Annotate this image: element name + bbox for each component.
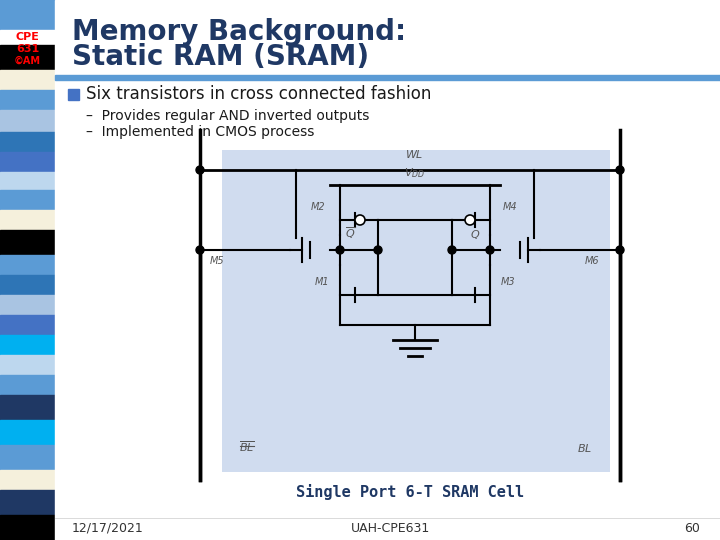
Text: M2: M2 [311,202,325,212]
Bar [0,315,55,335]
Text: Six transistors in cross connected fashion: Six transistors in cross connected fashi… [86,85,431,103]
Bar [0,375,55,395]
Bar [0,132,55,152]
Bar [0,30,55,45]
Text: M6: M6 [585,256,600,266]
Text: CPE: CPE [16,32,40,42]
Circle shape [448,246,456,254]
Text: M1: M1 [315,277,329,287]
Text: WL: WL [406,150,423,160]
Text: 60: 60 [684,522,700,535]
Text: –  Implemented in CMOS process: – Implemented in CMOS process [86,125,315,139]
Bar [0,490,55,515]
Bar [0,210,55,230]
Text: $V_{DD}$: $V_{DD}$ [405,166,426,180]
Circle shape [616,246,624,254]
Bar [0,420,55,445]
Bar [0,255,55,275]
Text: –  Provides regular AND inverted outputs: – Provides regular AND inverted outputs [86,109,369,123]
Text: M3: M3 [500,277,516,287]
Circle shape [465,215,475,225]
Bar [68,89,79,100]
Bar [55,75,720,80]
Circle shape [336,246,344,254]
Bar [0,70,55,90]
Text: ©AM: ©AM [14,56,41,66]
Bar [0,445,55,470]
Bar [0,90,55,110]
Bar [222,150,610,472]
Bar [0,0,55,30]
Text: $\overline{BL}$: $\overline{BL}$ [239,440,255,454]
Text: $\overline{Q}$: $\overline{Q}$ [345,225,356,241]
Bar [0,45,55,70]
Circle shape [374,246,382,254]
Bar [0,230,55,255]
Text: UAH-CPE631: UAH-CPE631 [351,522,430,535]
Bar [0,275,55,295]
Bar [0,152,55,172]
Text: $Q$: $Q$ [470,228,480,241]
Text: M5: M5 [210,256,225,266]
Text: 12/17/2021: 12/17/2021 [72,522,144,535]
Bar [0,0,55,540]
Circle shape [196,246,204,254]
Circle shape [355,215,365,225]
Circle shape [486,246,494,254]
Bar [0,110,55,132]
Text: Static RAM (SRAM): Static RAM (SRAM) [72,43,369,71]
Text: $BL$: $BL$ [577,442,593,454]
Bar [0,335,55,355]
Bar [0,190,55,210]
Bar [0,470,55,490]
Text: Memory Background:: Memory Background: [72,18,406,46]
Text: 631: 631 [16,44,39,54]
Bar [0,172,55,190]
Bar [0,395,55,420]
Circle shape [616,166,624,174]
Text: M4: M4 [503,202,517,212]
Bar [0,515,55,540]
Text: Single Port 6-T SRAM Cell: Single Port 6-T SRAM Cell [296,484,524,500]
Circle shape [196,166,204,174]
Bar [0,295,55,315]
Bar [0,355,55,375]
